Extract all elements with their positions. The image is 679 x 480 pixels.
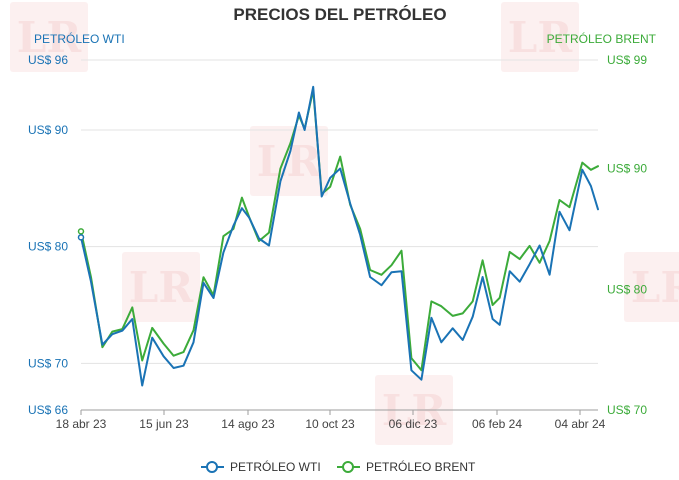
left-axis-ticks: US$ 96 US$ 90 US$ 80 US$ 70 US$ 66 bbox=[28, 53, 68, 417]
wti-series-line bbox=[80, 85, 599, 387]
watermark-logo: LR bbox=[122, 252, 200, 322]
watermark-box bbox=[10, 2, 88, 72]
watermark-text: LR bbox=[631, 263, 679, 312]
right-tick-label: US$ 70 bbox=[607, 403, 647, 417]
x-tick-label: 10 oct 23 bbox=[305, 417, 355, 431]
x-tick-label: 15 jun 23 bbox=[139, 417, 189, 431]
legend-item-brent[interactable]: PETRÓLEO BRENT bbox=[337, 459, 476, 474]
watermark-text: LR bbox=[508, 13, 574, 62]
x-tick-label: 04 abr 24 bbox=[555, 417, 606, 431]
watermark-text: LR bbox=[129, 263, 195, 312]
right-tick-label: US$ 90 bbox=[607, 162, 647, 176]
left-axis-label: PETRÓLEO WTI bbox=[34, 31, 125, 46]
series-layer bbox=[77, 85, 599, 387]
watermark-box bbox=[501, 2, 579, 72]
right-tick-label: US$ 80 bbox=[607, 282, 647, 296]
gridlines bbox=[81, 59, 598, 411]
x-axis: 18 abr 23 15 jun 23 14 ago 23 10 oct 23 06 d… bbox=[56, 409, 606, 431]
left-tick-label: US$ 90 bbox=[28, 123, 68, 137]
watermark-box bbox=[250, 126, 328, 196]
left-tick-label: US$ 96 bbox=[28, 53, 68, 67]
x-tick-label: 14 ago 23 bbox=[221, 417, 275, 431]
legend-label-brent: PETRÓLEO BRENT bbox=[366, 459, 476, 474]
right-tick-label: US$ 99 bbox=[607, 53, 647, 67]
watermark-text: LR bbox=[17, 13, 83, 62]
wti-start-point bbox=[77, 234, 85, 241]
left-tick-label: US$ 66 bbox=[28, 403, 68, 417]
watermark-logo: LR bbox=[624, 252, 679, 322]
right-axis-ticks: US$ 99 US$ 90 US$ 80 US$ 70 bbox=[607, 53, 647, 417]
x-tick-label: 06 feb 24 bbox=[472, 417, 522, 431]
legend-label-wti: PETRÓLEO WTI bbox=[230, 459, 321, 474]
left-tick-label: US$ 70 bbox=[28, 356, 68, 370]
watermark-box bbox=[624, 252, 679, 322]
watermark-logo: LR bbox=[501, 2, 579, 72]
brent-series-line bbox=[80, 89, 599, 372]
x-tick-label: 06 dic 23 bbox=[389, 417, 438, 431]
chart-title: PRECIOS DEL PETRÓLEO bbox=[233, 5, 446, 24]
legend: PETRÓLEO WTI PETRÓLEO BRENT bbox=[201, 459, 476, 474]
watermark-box bbox=[122, 252, 200, 322]
watermark-logo: LR bbox=[250, 126, 328, 196]
x-tick-label: 18 abr 23 bbox=[56, 417, 107, 431]
watermark-logo: LR bbox=[10, 2, 88, 72]
legend-item-wti[interactable]: PETRÓLEO WTI bbox=[201, 459, 321, 474]
left-tick-label: US$ 80 bbox=[28, 240, 68, 254]
right-axis-label: PETRÓLEO BRENT bbox=[547, 31, 657, 46]
brent-start-point bbox=[77, 228, 85, 235]
